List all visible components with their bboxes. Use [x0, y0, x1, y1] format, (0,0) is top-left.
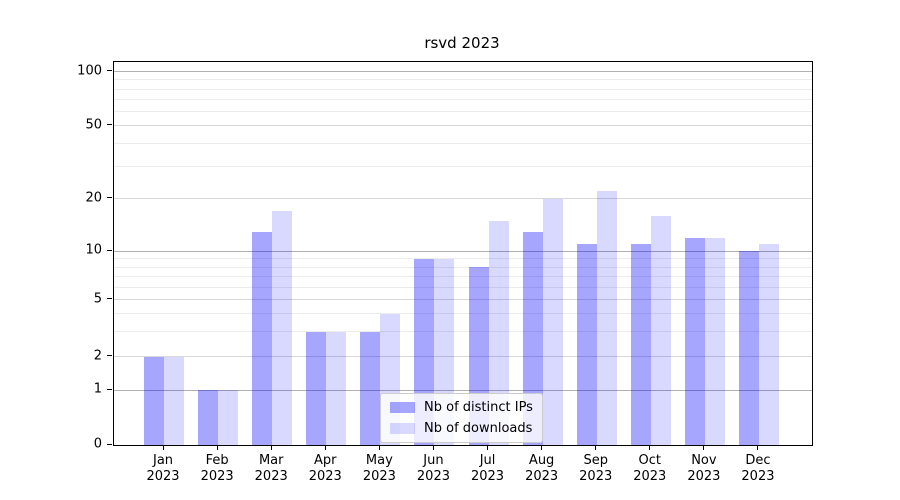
gridline-10 — [114, 250, 812, 252]
y-tick-label: 1 — [93, 381, 102, 397]
x-tick-mark-Dec — [757, 445, 759, 450]
bar-distinct-ips — [630, 244, 651, 445]
x-tick-mark-Sep — [595, 445, 597, 450]
x-tick-label: Mar 2023 — [254, 453, 288, 484]
x-tick-label: Aug 2023 — [525, 453, 559, 484]
bar-downloads — [596, 191, 617, 445]
y-tick-label: 2 — [93, 348, 102, 364]
bar-downloads — [326, 332, 347, 445]
y-tick-mark-20 — [107, 197, 112, 199]
chart-title: rsvd 2023 — [424, 34, 500, 52]
bar-distinct-ips — [360, 332, 381, 445]
x-tick-label: Jun 2023 — [416, 453, 450, 484]
gridline-5 — [114, 299, 812, 301]
legend-swatch-distinct-ips — [390, 402, 415, 413]
y-tick-mark-2 — [107, 355, 112, 357]
y-tick-mark-50 — [107, 124, 112, 126]
x-tick-label: Feb 2023 — [200, 453, 234, 484]
bar-distinct-ips — [576, 244, 597, 445]
x-tick-label: Jan 2023 — [146, 453, 180, 484]
gridline-3 — [114, 331, 812, 333]
bar-distinct-ips — [306, 332, 327, 445]
x-tick-mark-Oct — [649, 445, 651, 450]
x-tick-mark-Jan — [162, 445, 164, 450]
legend-label-downloads: Nb of downloads — [424, 421, 533, 436]
legend-entry-distinct-ips: Nb of distinct IPs — [390, 399, 533, 416]
x-tick-label: Apr 2023 — [308, 453, 342, 484]
legend-entry-downloads: Nb of downloads — [390, 420, 533, 437]
bar-downloads — [704, 238, 725, 445]
bar-distinct-ips — [522, 232, 543, 445]
y-tick-label: 0 — [93, 436, 102, 452]
x-tick-mark-Mar — [270, 445, 272, 450]
x-tick-mark-Aug — [541, 445, 543, 450]
bar-downloads — [164, 357, 185, 445]
bar-distinct-ips — [252, 232, 273, 445]
x-tick-label: Sep 2023 — [579, 453, 613, 484]
x-tick-mark-Feb — [216, 445, 218, 450]
gridline-20 — [114, 198, 812, 200]
gridline-6 — [114, 286, 812, 288]
x-tick-label: Dec 2023 — [741, 453, 775, 484]
x-tick-label: May 2023 — [362, 453, 396, 484]
y-tick-mark-1 — [107, 388, 112, 390]
plot-area: Nb of distinct IPs Nb of downloads — [113, 61, 813, 446]
y-tick-label: 20 — [85, 190, 102, 206]
y-tick-mark-0 — [107, 443, 112, 445]
y-tick-label: 5 — [93, 291, 102, 307]
bar-downloads — [758, 244, 779, 445]
bar-downloads — [488, 221, 509, 445]
bar-downloads — [272, 211, 293, 445]
gridline-8 — [114, 266, 812, 268]
gridline-9 — [114, 258, 812, 260]
x-tick-mark-Jun — [432, 445, 434, 450]
y-tick-mark-10 — [107, 249, 112, 251]
legend-label-distinct-ips: Nb of distinct IPs — [424, 400, 533, 415]
bar-distinct-ips — [738, 251, 759, 445]
x-tick-mark-Apr — [324, 445, 326, 450]
gridline-40 — [114, 143, 812, 145]
bar-distinct-ips — [198, 390, 219, 445]
x-tick-mark-May — [378, 445, 380, 450]
y-tick-mark-100 — [107, 70, 112, 72]
gridline-90 — [114, 79, 812, 81]
legend: Nb of distinct IPs Nb of downloads — [380, 393, 543, 443]
gridline-50 — [114, 125, 812, 127]
x-tick-label: Nov 2023 — [687, 453, 721, 484]
y-tick-label: 50 — [85, 117, 102, 133]
y-tick-mark-5 — [107, 298, 112, 300]
gridline-1 — [114, 389, 812, 391]
gridline-100 — [114, 71, 812, 73]
x-tick-mark-Jul — [487, 445, 489, 450]
gridline-2 — [114, 356, 812, 358]
x-tick-mark-Nov — [703, 445, 705, 450]
x-tick-label: Oct 2023 — [633, 453, 667, 484]
gridline-4 — [114, 313, 812, 315]
x-tick-label: Jul 2023 — [470, 453, 505, 484]
bar-distinct-ips — [684, 238, 705, 445]
gridline-80 — [114, 88, 812, 90]
bar-downloads — [650, 216, 671, 445]
bar-downloads — [218, 390, 239, 445]
bar-downloads — [542, 199, 563, 445]
gridline-30 — [114, 166, 812, 168]
bar-distinct-ips — [144, 357, 165, 445]
gridline-70 — [114, 99, 812, 101]
y-tick-label: 100 — [77, 63, 102, 79]
gridline-60 — [114, 111, 812, 113]
legend-swatch-downloads — [390, 423, 415, 434]
gridline-7 — [114, 275, 812, 277]
y-tick-label: 10 — [85, 242, 102, 258]
